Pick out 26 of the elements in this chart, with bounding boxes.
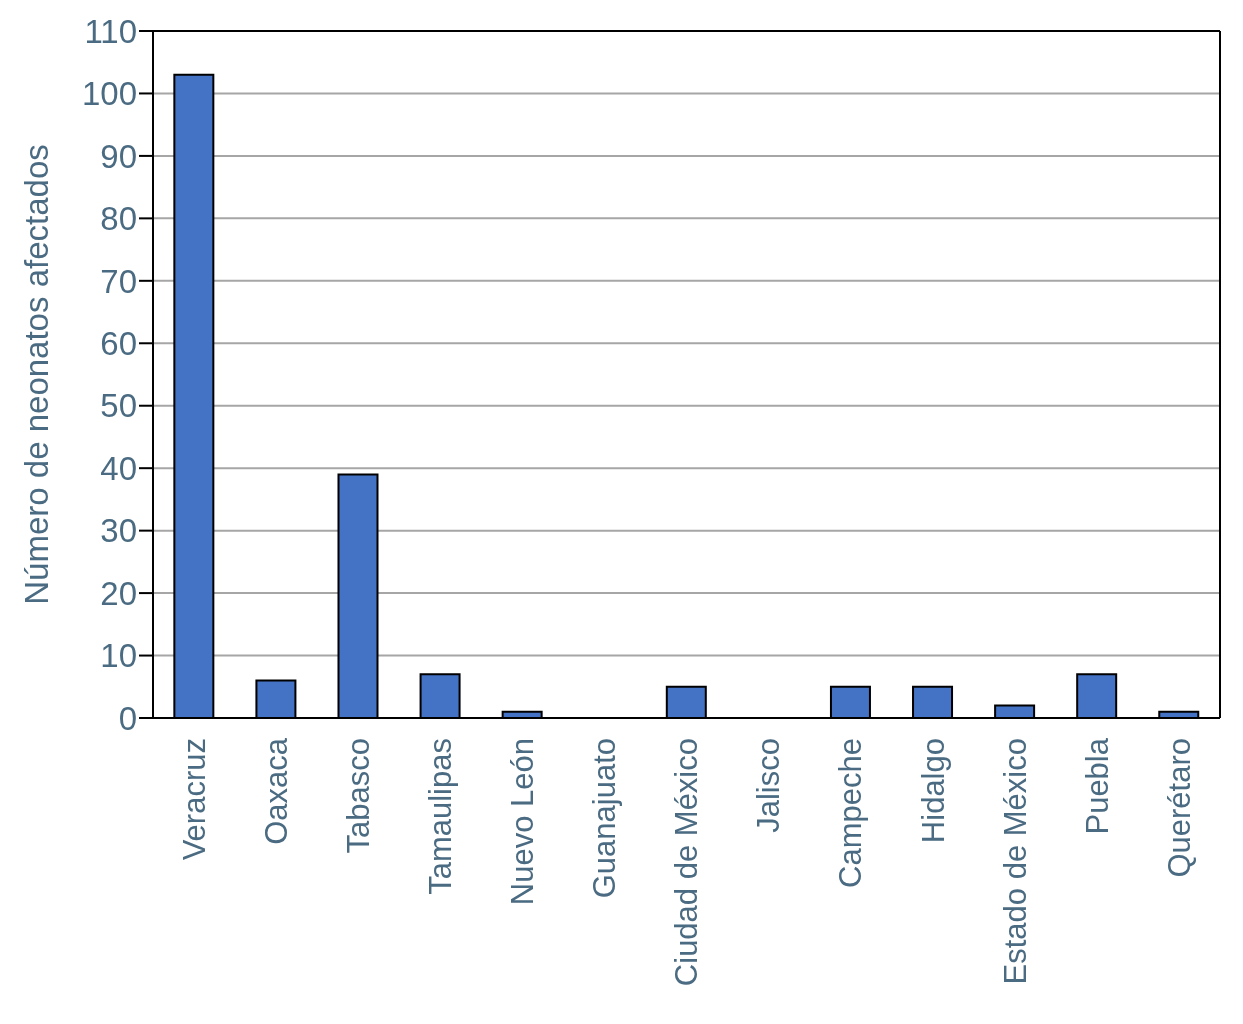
y-tick-label: 10	[100, 637, 137, 675]
x-tick-label: Nuevo León	[505, 738, 541, 906]
x-tick-label: Guanajuato	[587, 738, 623, 899]
x-tick-label: Campeche	[833, 738, 869, 888]
x-tick-label: Ciudad de México	[669, 738, 705, 987]
x-tick-label: Tamaulipas	[423, 738, 459, 895]
x-tick-label: Querétaro	[1161, 738, 1197, 878]
x-tick-label: Jalisco	[751, 738, 787, 833]
y-tick-label: 50	[100, 387, 137, 425]
y-tick-label: 110	[84, 12, 137, 50]
y-tick-label: 20	[100, 574, 137, 612]
y-tick-label: 80	[100, 200, 137, 238]
x-tick-label: Tabasco	[341, 738, 377, 854]
x-tick-label: Estado de México	[997, 738, 1033, 985]
x-tick-label: Veracruz	[176, 738, 212, 861]
y-axis-title: Número de neonatos afectados	[17, 144, 55, 605]
y-tick-label: 90	[100, 137, 137, 175]
y-tick-label: 70	[100, 262, 137, 300]
y-tick-label: 30	[100, 512, 137, 550]
y-tick-label: 40	[100, 449, 137, 487]
x-tick-label: Puebla	[1079, 737, 1115, 835]
y-tick-label: 100	[81, 75, 137, 113]
x-tick-label: Oaxaca	[258, 737, 294, 845]
y-tick-label: 60	[100, 324, 137, 362]
y-tick-label: 0	[118, 699, 137, 737]
x-tick-label: Hidalgo	[915, 738, 951, 844]
